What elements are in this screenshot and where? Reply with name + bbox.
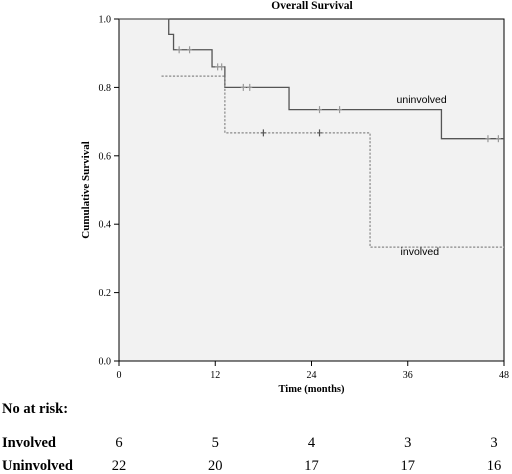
risk-table-heading: No at risk: <box>2 401 68 417</box>
risk-row-label: Involved <box>2 435 56 451</box>
y-tick-label: 0.8 <box>99 83 112 94</box>
x-tick-label: 24 <box>307 370 317 381</box>
risk-count: 16 <box>487 458 502 474</box>
series-layer <box>119 18 504 248</box>
x-tick-label: 36 <box>403 370 413 381</box>
series-annotation: involved <box>401 246 440 258</box>
y-tick-label: 0.2 <box>99 288 112 299</box>
x-axis: 0 12 24 36 48 <box>117 361 509 381</box>
risk-count: 17 <box>304 458 319 474</box>
y-tick-label: 0.6 <box>99 151 112 162</box>
risk-count: 17 <box>401 458 416 474</box>
risk-count: 6 <box>115 435 122 451</box>
risk-table: No at risk: Involved 6 5 4 3 3 Uninvolved 22 20 1… <box>2 401 501 474</box>
risk-count: 4 <box>308 435 316 451</box>
x-tick-label: 48 <box>499 370 509 381</box>
plot-area <box>118 18 505 362</box>
risk-count: 3 <box>404 435 411 451</box>
risk-row-label: Uninvolved <box>2 458 73 474</box>
series-annotation: uninvolved <box>397 94 447 106</box>
x-tick-label: 0 <box>117 370 122 381</box>
risk-count: 5 <box>212 435 219 451</box>
x-axis-label: Time (months) <box>278 384 345 395</box>
risk-count: 22 <box>112 458 127 474</box>
y-tick-label: 1.0 <box>99 15 112 26</box>
y-axis-label: Cumulative Survival <box>80 141 92 238</box>
risk-count: 20 <box>208 458 223 474</box>
chart-title: Overall Survival <box>271 0 352 12</box>
y-axis: 0.0 0.2 0.4 0.6 0.8 1.0 <box>99 15 119 368</box>
x-tick-label: 12 <box>210 370 220 381</box>
annotation-layer: uninvolved involved <box>397 94 447 258</box>
y-tick-label: 0.4 <box>99 220 112 231</box>
y-tick-label: 0.0 <box>99 357 112 368</box>
risk-count: 3 <box>490 435 497 451</box>
